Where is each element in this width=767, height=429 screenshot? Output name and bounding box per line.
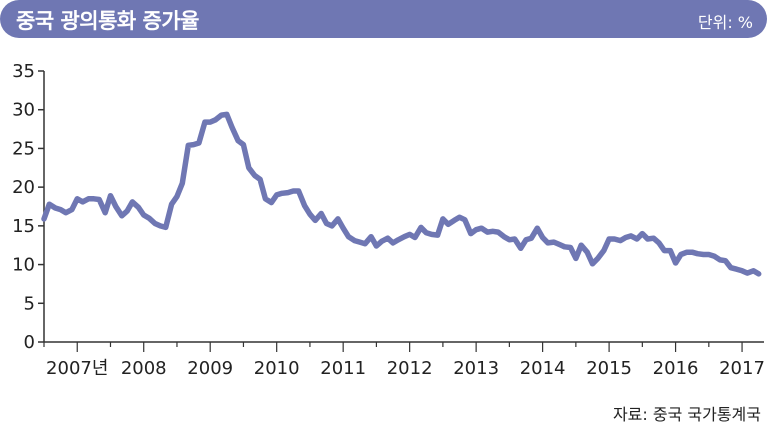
x-tick-label: 2008 [121,358,167,379]
x-tick-label: 2014 [520,358,566,379]
y-tick-label: 5 [24,293,35,314]
series-line [41,111,762,277]
y-tick-label: 20 [12,177,35,198]
y-tick-label: 15 [12,216,35,237]
x-tick-label: 2012 [387,358,433,379]
y-tick-label: 10 [12,255,35,276]
y-axis: 0 5 10 15 20 25 30 35 [12,61,45,353]
chart-title: 중국 광의통화 증가율 [16,9,200,33]
y-tick-label: 25 [12,138,35,159]
unit-label: 단위: % [697,13,753,32]
x-tick-label: 2016 [653,358,699,379]
x-axis: 2007년 2008 2009 2010 2011 2012 2013 2014 2015 201… [43,341,765,379]
x-tick-label: 2013 [453,358,499,379]
x-tick-label: 2010 [254,358,300,379]
plot-area [41,111,762,277]
y-tick-label: 0 [24,332,35,353]
x-tick-label: 2017 [719,358,765,379]
x-tick-label: 2011 [320,358,366,379]
x-tick-label: 2007년 [46,358,108,379]
x-tick-label: 2015 [586,358,632,379]
y-tick-label: 35 [12,61,35,82]
y-tick-label: 30 [12,100,35,121]
x-tick-label: 2009 [187,358,233,379]
title-bar: 중국 광의통화 증가율 단위: % [0,0,767,38]
source-note: 자료: 중국 국가통계국 [612,405,761,424]
